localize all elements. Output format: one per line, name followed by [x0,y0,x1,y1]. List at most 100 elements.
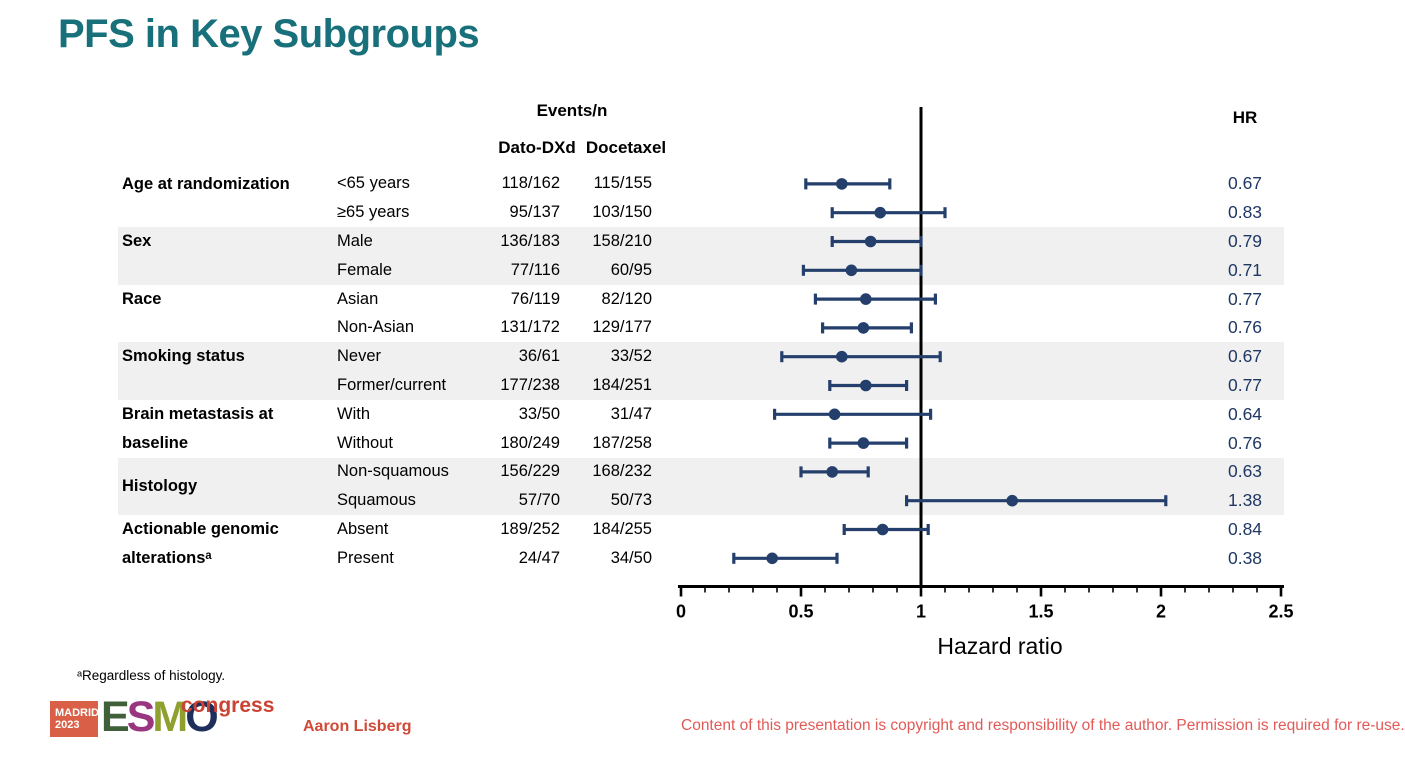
dato-dxd-events: 95/137 [509,203,560,222]
docetaxel-events: 184/251 [592,375,652,394]
hr-point [874,206,886,219]
hr-value: 1.38 [1227,490,1263,511]
docetaxel-events: 168/232 [592,462,652,481]
subgroup-label: Without [337,433,393,452]
subgroup-label: Non-Asian [337,318,415,337]
subgroup-label: Asian [337,289,379,308]
subgroup-label: Present [337,548,394,567]
hr-point [1006,494,1018,507]
hr-point [845,264,858,277]
group-label: Brain metastasis at baseline [122,404,274,452]
x-tick-label: 1.5 [1028,602,1053,622]
x-tick-label: 0 [676,602,686,622]
dato-dxd-events: 189/252 [500,519,560,538]
esmo-letter: E [101,693,130,741]
esmo-letter: M [152,693,188,741]
group-label: Actionable genomic alterationsᵃ [122,520,279,567]
dato-dxd-events: 177/238 [500,375,560,394]
subgroup-label: Male [337,231,373,250]
x-tick-label: 2 [1156,602,1166,622]
hr-point [836,350,848,363]
esmo-letter: S [126,693,156,741]
logo-year: 2023 [55,719,80,731]
subgroup-label: Absent [337,519,389,538]
hr-value: 0.83 [1227,202,1263,223]
dato-dxd-events: 76/119 [510,289,560,308]
docetaxel-events: 184/255 [592,519,652,538]
hr-point [876,523,889,536]
docetaxel-events: 103/150 [592,203,652,222]
dato-dxd-events: 118/162 [501,174,560,193]
docetaxel-events: 34/50 [610,548,652,567]
dato-dxd-events: 36/61 [518,347,560,366]
subgroup-label: <65 years [337,174,410,193]
esmo-letter: O [185,693,218,741]
dato-dxd-events: 57/70 [518,491,560,510]
dato-dxd-events: 131/172 [500,318,560,337]
copyright-notice: Content of this presentation is copyrigh… [681,717,1405,734]
hr-point [766,552,778,565]
esmo-madrid-2023-badge: MADRID 2023 [50,701,99,737]
hr-value: 0.84 [1227,518,1263,539]
hr-point [857,322,870,334]
hr-point [828,408,841,421]
docetaxel-events: 33/52 [610,347,652,366]
x-axis-title: Hazard ratio [937,633,1063,659]
x-tick-label: 1 [916,602,926,622]
congress-label: congress [181,694,275,717]
hr-value: 0.67 [1227,346,1263,367]
hr-value: 0.63 [1227,461,1263,482]
hr-column-header: HR [1232,108,1258,127]
x-tick-label: 0.5 [788,602,813,622]
dato-dxd-events: 136/183 [500,231,560,250]
hr-value: 0.79 [1227,230,1263,251]
docetaxel-events: 82/120 [601,289,652,308]
docetaxel-events: 158/210 [592,231,652,250]
subgroup-label: Female [337,260,393,279]
hr-point [864,235,877,248]
hr-value: 0.64 [1227,403,1263,424]
logo-city: MADRID [55,707,99,719]
hr-value: 0.71 [1227,259,1263,280]
docetaxel-events: 60/95 [610,260,652,279]
subgroup-label: Squamous [337,491,416,510]
docetaxel-events: 129/177 [592,318,652,337]
x-tick-label: 2.5 [1268,602,1293,622]
hr-point [857,437,870,449]
group-label: Race [122,289,162,308]
hr-value: 0.77 [1227,288,1263,309]
hr-value: 0.67 [1227,173,1263,194]
docetaxel-events: 187/258 [592,433,652,452]
dato-dxd-events: 180/249 [500,433,560,452]
esmo-logo: ESMO [101,693,219,741]
dato-dxd-column-header: Dato-DXd [498,138,576,157]
hr-point [836,178,848,190]
docetaxel-column-header: Docetaxel [585,138,667,157]
subgroup-label: Former/current [337,375,447,394]
row-band [118,342,1284,400]
docetaxel-events: 31/47 [610,404,652,423]
row-band [118,227,1284,285]
events-n-column-header: Events/n [536,101,608,120]
dato-dxd-events: 156/229 [500,462,560,481]
dato-dxd-events: 24/47 [518,548,560,567]
group-label: Sex [122,232,152,251]
hr-value: 0.76 [1227,432,1263,453]
docetaxel-events: 50/73 [610,491,652,510]
subgroup-label: With [337,404,370,423]
group-label: Smoking status [122,347,245,366]
hr-value: 0.76 [1227,317,1263,338]
hr-value: 0.77 [1227,374,1263,395]
dato-dxd-events: 77/116 [510,260,560,279]
hr-point [860,293,872,305]
group-label: Histology [122,476,198,495]
hr-value: 0.38 [1227,547,1263,568]
dato-dxd-events: 33/50 [518,404,560,423]
hr-point [826,466,838,478]
footnote: ᵃRegardless of histology. [77,668,226,683]
hr-point [860,379,872,392]
subgroup-label: Non-squamous [337,462,449,481]
